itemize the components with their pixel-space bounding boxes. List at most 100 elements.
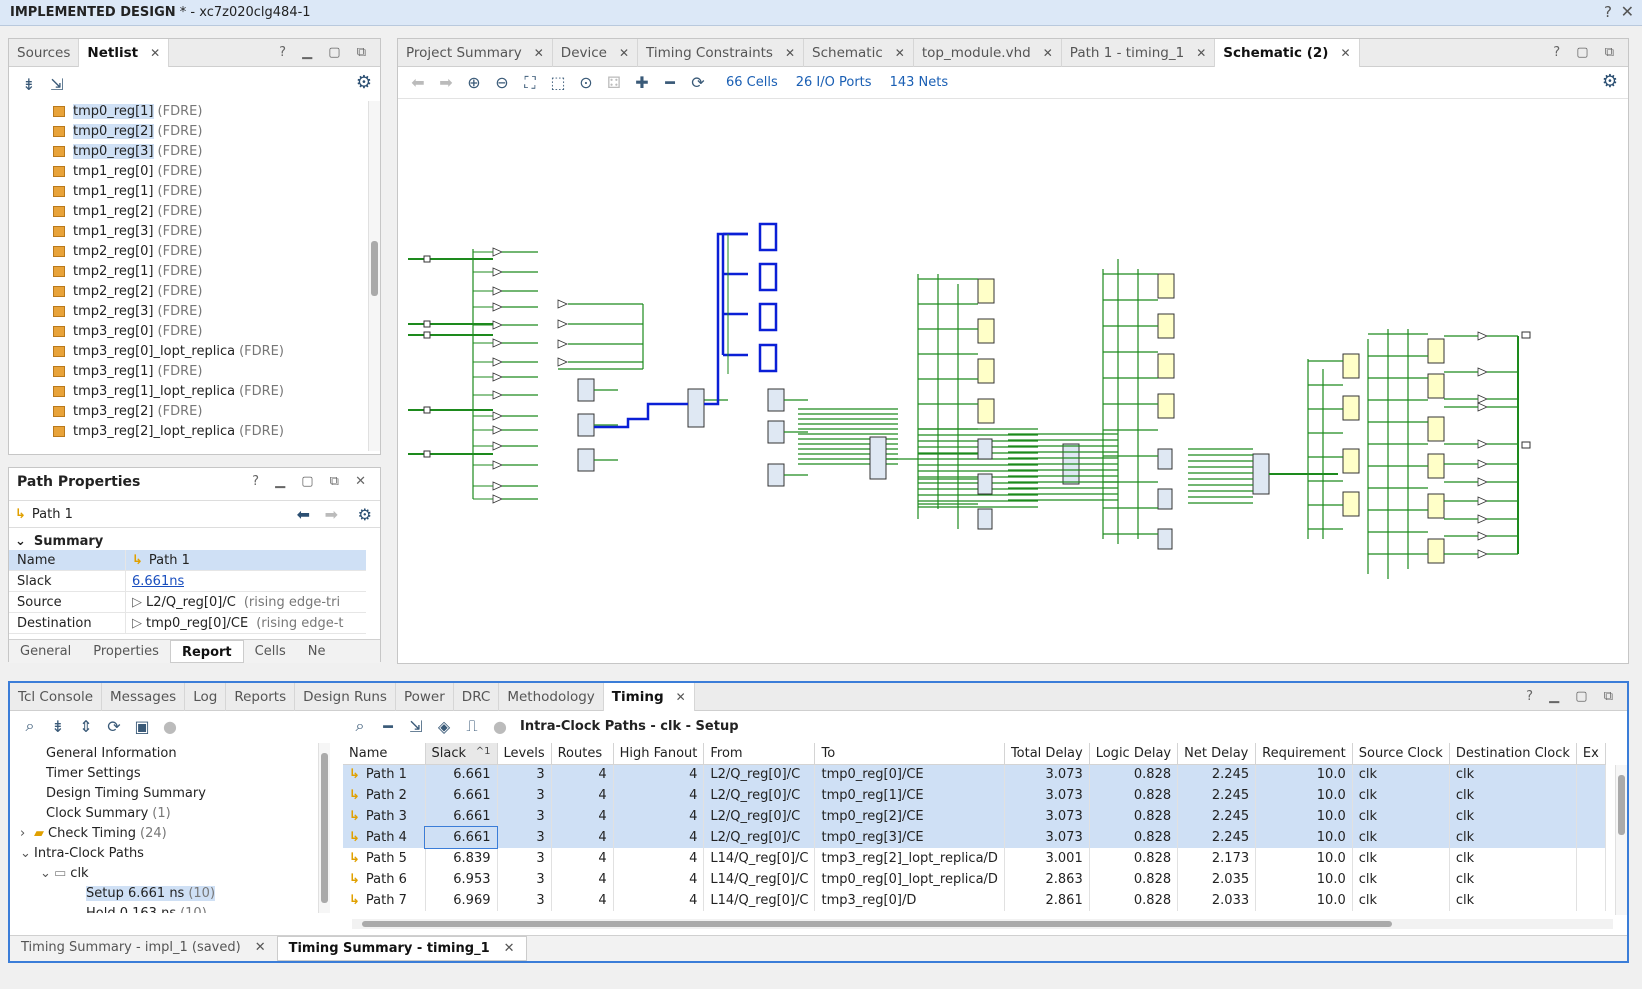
gear-icon[interactable]: ⚙ [1601, 71, 1618, 92]
column-header[interactable]: Routes [551, 743, 614, 765]
netlist-item[interactable]: tmp3_reg[1]_lopt_replica (FDRE) [9, 381, 366, 401]
center-icon[interactable]: ⊙ [579, 73, 593, 92]
bottom-tab[interactable]: Tcl Console [10, 683, 103, 711]
property-row[interactable]: Name ↳ Path 1 [9, 549, 366, 571]
report-tab[interactable]: Timing Summary - timing_1 ✕ [276, 936, 527, 961]
column-header[interactable]: Source Clock [1352, 743, 1450, 765]
close-icon[interactable]: ✕ [1042, 46, 1053, 60]
filter-icon[interactable]: ◈ [437, 716, 451, 736]
forward-icon[interactable]: ➡ [439, 73, 453, 92]
netlist-item[interactable]: tmp1_reg[3] (FDRE) [9, 221, 366, 241]
table-row[interactable]: ↳ Path 7 6.969 3 4 4 L14/Q_reg[0]/C tmp3_reg[0]… [343, 890, 1606, 911]
bottom-tab[interactable]: Methodology [499, 683, 604, 711]
collapse-icon[interactable]: ━ [383, 716, 393, 736]
property-value-text[interactable]: 6.661ns [132, 573, 185, 589]
refresh-icon[interactable]: ⟳ [691, 73, 705, 92]
timing-tree-item[interactable]: ⌄ Intra-Clock Paths [10, 843, 328, 863]
editor-tab[interactable]: Project Summary ✕ [398, 39, 553, 67]
expander-icon[interactable]: ⌄ [20, 845, 31, 861]
netlist-item[interactable]: tmp1_reg[0] (FDRE) [9, 161, 366, 181]
properties-tab[interactable]: Cells [254, 644, 286, 659]
bottom-tab[interactable]: Log [185, 683, 227, 711]
bottom-tab[interactable]: Design Runs [295, 683, 396, 711]
bottom-tab[interactable]: Messages [102, 683, 186, 711]
column-header[interactable]: Name [343, 743, 426, 765]
zoom-selection-icon[interactable]: ⬚ [550, 73, 566, 92]
property-row[interactable]: Source ▷ L2/Q_reg[0]/C (rising edge-tri [9, 591, 366, 613]
table-scrollbar[interactable] [1615, 765, 1627, 915]
close-icon[interactable]: ✕ [150, 46, 161, 60]
cells-count[interactable]: 66 Cells [726, 75, 778, 90]
timing-tree-item[interactable]: General Information [10, 743, 328, 763]
column-header[interactable]: Destination Clock [1449, 743, 1577, 765]
column-header[interactable]: Logic Delay [1089, 743, 1179, 765]
sort-icon[interactable]: ^1 [475, 745, 491, 757]
summary-header[interactable]: ⌄ Summary [15, 533, 104, 549]
netlist-item[interactable]: tmp1_reg[1] (FDRE) [9, 181, 366, 201]
timing-tree-item[interactable]: Design Timing Summary [10, 783, 328, 803]
save-icon[interactable]: ▣ [134, 716, 150, 736]
close-icon[interactable]: ✕ [503, 941, 515, 956]
property-row[interactable]: Destination ▷ tmp0_reg[0]/CE (rising edge-t [9, 612, 366, 634]
search-icon[interactable]: ⌕ [355, 716, 365, 735]
column-header[interactable]: High Fanout [613, 743, 705, 765]
netlist-item[interactable]: tmp0_reg[1] (FDRE) [9, 101, 366, 121]
stop-icon[interactable]: ● [163, 716, 177, 736]
timing-tree-item[interactable]: › ▰ Check Timing (24) [10, 823, 328, 843]
property-row[interactable]: Slack 6.661ns [9, 570, 366, 592]
collapse-all-icon[interactable]: ⇟ [51, 716, 65, 736]
close-icon[interactable]: ✕ [533, 46, 544, 60]
table-row[interactable]: ↳ Path 6 6.953 3 4 4 L14/Q_reg[0]/C tmp0_reg[0]… [343, 869, 1606, 890]
collapse-icon[interactable]: ━ [665, 73, 675, 92]
window-controls[interactable]: ? ▢ ⧉ [1553, 45, 1620, 60]
window-controls[interactable]: ? ▁ ▢ ⧉ ✕ [252, 474, 372, 489]
editor-tab[interactable]: top_module.vhd ✕ [914, 39, 1062, 67]
regenerate-icon[interactable]: ⚃ [607, 73, 621, 92]
expand-icon[interactable]: ✚ [635, 73, 649, 92]
back-icon[interactable]: ⬅ [296, 504, 310, 524]
table-row[interactable]: ↳ Path 1 6.661 3 4 4 L2/Q_reg[0]/C tmp0_reg[0]/… [343, 764, 1606, 785]
editor-tab[interactable]: Schematic ✕ [804, 39, 914, 67]
table-row[interactable]: ↳ Path 5 6.839 3 4 4 L14/Q_reg[0]/C tmp3_reg[2]… [343, 848, 1606, 869]
expand-all-icon[interactable]: ⇕ [79, 716, 93, 736]
column-header[interactable]: Requirement [1255, 743, 1353, 765]
netlist-item[interactable]: tmp2_reg[0] (FDRE) [9, 241, 366, 261]
column-header[interactable]: Slack ^1 [425, 743, 498, 765]
zoom-out-icon[interactable]: ⊖ [495, 73, 509, 92]
back-icon[interactable]: ⬅ [411, 73, 425, 92]
netlist-item[interactable]: tmp2_reg[3] (FDRE) [9, 301, 366, 321]
properties-tab[interactable]: Ne [307, 644, 326, 659]
close-icon[interactable]: ✕ [254, 940, 266, 955]
column-header[interactable]: Levels [497, 743, 552, 765]
bottom-tab[interactable]: Power [396, 683, 454, 711]
expander-icon[interactable]: › [20, 825, 26, 841]
refresh-icon[interactable]: ⟳ [107, 716, 121, 736]
window-controls[interactable]: ? ▁ ▢ ⧉ [279, 45, 372, 60]
netlist-item[interactable]: tmp3_reg[0] (FDRE) [9, 321, 366, 341]
gear-icon[interactable]: ⚙ [357, 504, 372, 524]
editor-tab[interactable]: Timing Constraints ✕ [638, 39, 805, 67]
timing-tree-item[interactable]: Timer Settings [10, 763, 328, 783]
close-icon[interactable]: ✕ [675, 690, 686, 704]
table-row[interactable]: ↳ Path 3 6.661 3 4 4 L2/Q_reg[0]/C tmp0_reg[2]/… [343, 806, 1606, 827]
ports-count[interactable]: 26 I/O Ports [795, 75, 872, 90]
editor-tab[interactable]: Schematic (2) ✕ [1215, 39, 1360, 67]
collapse-all-icon[interactable]: ⇟ [22, 74, 36, 94]
window-controls[interactable]: ? ▁ ▢ ⧉ [1526, 689, 1619, 704]
gear-icon[interactable]: ⚙ [355, 72, 372, 93]
properties-tab[interactable]: General [20, 644, 72, 659]
timing-tree-item[interactable]: ⌄ ▭ clk [10, 863, 328, 883]
netlist-item[interactable]: tmp3_reg[2]_lopt_replica (FDRE) [9, 421, 366, 441]
close-icon[interactable]: ✕ [1340, 46, 1351, 60]
tab-sources[interactable]: Sources [9, 39, 80, 67]
netlist-item[interactable]: tmp2_reg[2] (FDRE) [9, 281, 366, 301]
report-tab[interactable]: Timing Summary - impl_1 (saved) ✕ [10, 936, 277, 961]
bottom-tab[interactable]: Reports [226, 683, 296, 711]
column-header[interactable]: From [703, 743, 816, 765]
close-icon[interactable]: ✕ [894, 46, 905, 60]
netlist-item[interactable]: tmp3_reg[0]_lopt_replica (FDRE) [9, 341, 366, 361]
column-header[interactable]: Net Delay [1177, 743, 1257, 765]
table-row[interactable]: ↳ Path 2 6.661 3 4 4 L2/Q_reg[0]/C tmp0_reg[1]/… [343, 785, 1606, 806]
close-icon[interactable]: ✕ [784, 46, 796, 60]
netlist-item[interactable]: tmp0_reg[2] (FDRE) [9, 121, 366, 141]
